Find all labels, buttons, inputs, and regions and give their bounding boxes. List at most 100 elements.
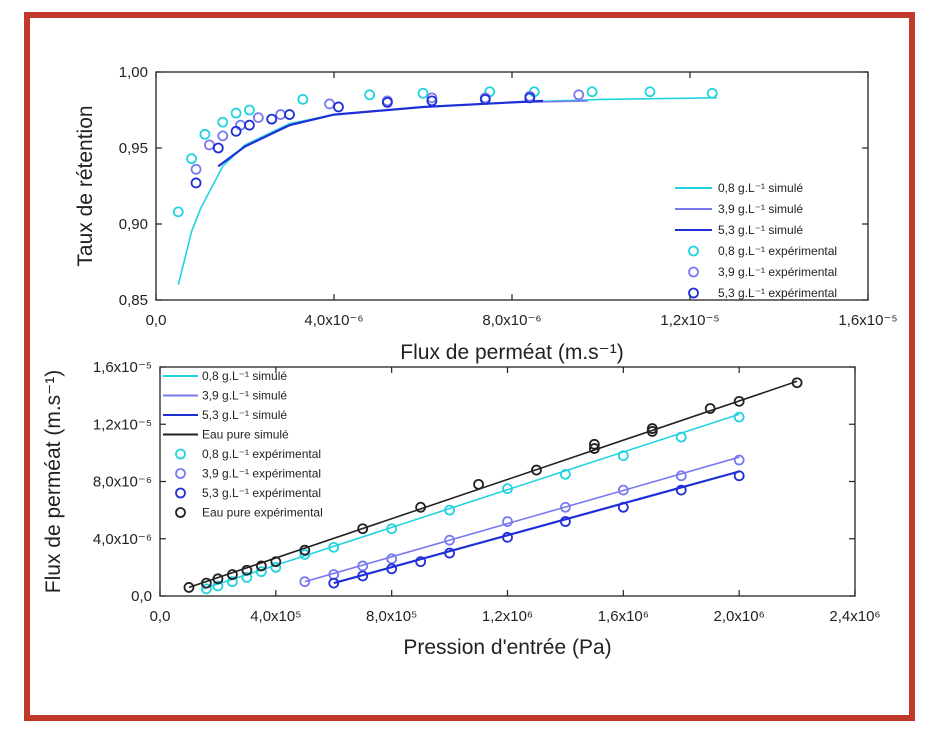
legend-marker-swatch	[688, 266, 699, 278]
legend-item: 0,8 g.L⁻¹ simulé	[163, 369, 287, 383]
legend-label: Eau pure simulé	[202, 428, 289, 442]
data-point	[733, 470, 745, 482]
legend-item: 3,9 g.L⁻¹ simulé	[675, 202, 803, 216]
legend-marker-swatch	[175, 468, 186, 479]
series-3-9-g-l-experimental	[299, 454, 745, 588]
legend-marker-swatch	[688, 245, 699, 257]
series-0-8-g-l-experimental	[200, 411, 745, 595]
legend-label: 0,8 g.L⁻¹ simulé	[202, 369, 287, 383]
legend-label: 0,8 g.L⁻¹ expérimental	[202, 447, 321, 461]
data-point	[426, 92, 438, 104]
data-point	[706, 87, 718, 99]
data-point	[444, 547, 455, 559]
data-point	[573, 89, 585, 101]
legend-label: 5,3 g.L⁻¹ expérimental	[202, 486, 321, 500]
legend-item: 3,9 g.L⁻¹ simulé	[163, 389, 287, 403]
x-tick-label: 1,2x10⁻⁵	[660, 312, 719, 329]
legend-marker-swatch	[688, 287, 699, 299]
x-tick-label: 8,0x10⁵	[366, 608, 417, 625]
series-line	[333, 470, 740, 585]
series-eau-pure-simule	[188, 380, 798, 589]
data-point	[473, 478, 484, 490]
data-point	[275, 109, 287, 120]
data-point	[617, 484, 629, 496]
data-point	[284, 109, 295, 120]
legend-marker-swatch	[175, 507, 186, 518]
data-point	[502, 531, 513, 543]
y-tick-label: 1,6x10⁻⁵	[93, 359, 152, 376]
data-point	[186, 153, 198, 165]
legend-label: 0,8 g.L⁻¹ simulé	[718, 181, 803, 195]
data-point	[560, 501, 571, 513]
data-point	[364, 89, 376, 101]
data-point	[560, 468, 571, 480]
data-point	[212, 142, 224, 154]
data-point	[617, 450, 629, 462]
data-point	[444, 534, 455, 546]
legend-marker-swatch	[175, 448, 186, 460]
data-point	[212, 580, 224, 592]
legend-item: 5,3 g.L⁻¹ simulé	[675, 223, 803, 237]
data-point	[172, 206, 184, 218]
y-tick-label: 4,0x10⁻⁶	[93, 531, 152, 548]
series-5-3-g-l-simule	[217, 99, 544, 168]
data-point	[415, 501, 427, 513]
data-point	[255, 566, 267, 578]
data-point	[586, 86, 598, 98]
x-tick-label: 0,0	[146, 312, 167, 329]
data-point	[333, 101, 344, 113]
y-tick-label: 0,90	[119, 216, 148, 233]
data-point	[200, 577, 212, 589]
data-point	[357, 570, 369, 582]
x-tick-label: 2,0x10⁶	[714, 608, 765, 625]
data-point	[190, 177, 202, 189]
legend-item: Eau pure expérimental	[175, 506, 323, 520]
data-point	[299, 544, 311, 556]
series-0-8-g-l-simule	[177, 97, 717, 285]
y-tick-label: 0,85	[119, 292, 148, 309]
y-tick-label: 8,0x10⁻⁶	[93, 474, 152, 491]
data-point	[733, 395, 745, 407]
data-point	[299, 576, 311, 588]
data-point	[381, 97, 393, 108]
data-point	[299, 549, 311, 560]
data-point	[704, 403, 716, 414]
data-point	[791, 377, 803, 389]
data-point	[357, 523, 369, 535]
data-point	[226, 576, 238, 588]
data-point	[241, 564, 253, 576]
series-5-3-g-l-simule	[333, 470, 740, 585]
x-tick-label: 0,0	[150, 608, 171, 625]
retention-chart: 0,0 4,0x10⁻⁶ 8,0x10⁻⁶ 1,2x10⁻⁵ 1,6x10⁻⁵ 0,85 0…	[74, 64, 898, 364]
data-point	[444, 504, 455, 516]
series-line	[203, 413, 740, 590]
data-point	[479, 93, 491, 105]
legend-item: 0,8 g.L⁻¹ simulé	[675, 181, 803, 195]
data-point	[357, 560, 369, 572]
series-5-3-g-l-experimental	[328, 470, 745, 589]
x-tick-label: 4,0x10⁵	[250, 608, 301, 625]
series-5-3-g-l-experimental	[190, 92, 536, 189]
data-point	[241, 571, 253, 583]
series-line	[304, 456, 740, 583]
data-point	[386, 523, 398, 535]
legend-item: 5,3 g.L⁻¹ simulé	[163, 408, 287, 422]
data-point	[230, 125, 242, 137]
flux-pressure-chart: 0,0 4,0x10⁵ 8,0x10⁵ 1,2x10⁶ 1,6x10⁶ 2,0x10⁶ 2,…	[42, 359, 881, 659]
legend-item: 5,3 g.L⁻¹ expérimental	[175, 486, 321, 500]
data-point	[588, 438, 600, 450]
data-point	[297, 93, 309, 105]
data-point	[328, 541, 340, 553]
data-point	[675, 470, 687, 482]
data-point	[733, 411, 745, 423]
data-point	[417, 87, 429, 99]
y-tick-label: 0,0	[131, 588, 152, 605]
x-tick-label: 8,0x10⁻⁶	[482, 312, 541, 329]
data-point	[183, 582, 195, 593]
data-point	[426, 95, 438, 107]
legend-item: 0,8 g.L⁻¹ expérimental	[688, 244, 837, 258]
series-line	[177, 97, 717, 285]
x-axis-label: Flux de perméat (m.s⁻¹)	[400, 341, 623, 364]
legend: 0,8 g.L⁻¹ simulé 3,9 g.L⁻¹ simulé 5,3 g.L⁻…	[163, 369, 323, 520]
legend-label: 5,3 g.L⁻¹ simulé	[718, 223, 803, 237]
